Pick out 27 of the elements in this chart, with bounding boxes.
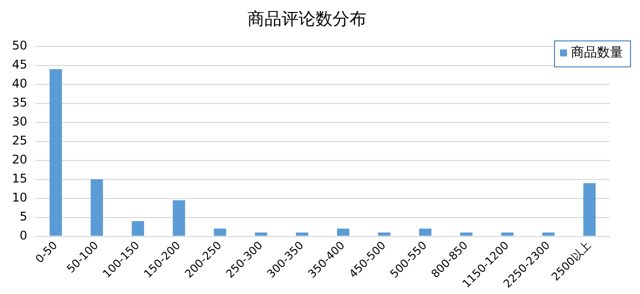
bar — [583, 183, 596, 236]
bar — [214, 228, 226, 236]
y-tick-label: 0 — [20, 228, 28, 242]
chart-title: 商品评论数分布 — [248, 10, 366, 30]
y-tick-label: 25 — [12, 133, 28, 148]
bar — [542, 232, 555, 236]
y-tick-label: 50 — [12, 38, 28, 53]
y-tick-label: 20 — [12, 152, 28, 166]
bar — [90, 179, 104, 236]
y-tick-label: 10 — [12, 190, 28, 204]
bar — [254, 232, 268, 236]
bar — [419, 228, 432, 236]
y-tick-label: 40 — [12, 76, 28, 90]
bar — [172, 200, 186, 236]
legend-label: 商品数量 — [571, 45, 623, 60]
bar — [296, 232, 308, 236]
bar — [132, 221, 144, 236]
bar — [501, 232, 514, 236]
y-tick-label: 5 — [20, 209, 28, 224]
y-tick-label: 35 — [12, 95, 28, 110]
bar — [50, 69, 62, 236]
bar — [378, 232, 390, 236]
bar — [460, 232, 472, 236]
y-tick-label: 30 — [12, 114, 28, 128]
y-tick-label: 15 — [12, 171, 28, 186]
bar — [337, 228, 350, 236]
y-tick-label: 45 — [12, 58, 28, 72]
